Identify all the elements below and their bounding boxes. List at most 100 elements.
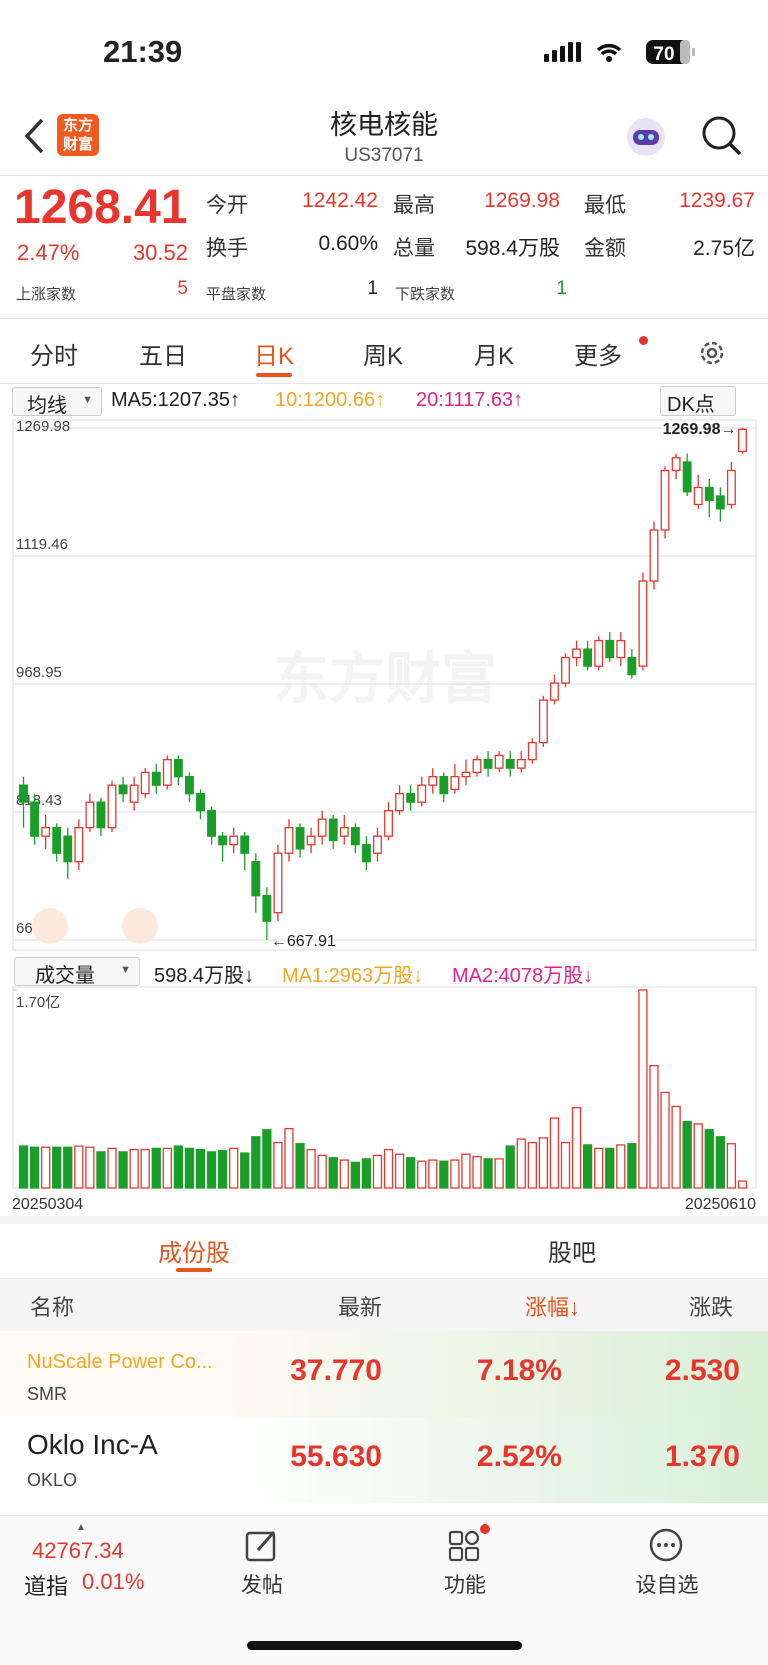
candle-chart: 东方财富1269.981119.46968.95818.43667.911269… [12,418,757,951]
volume-bar [571,1106,582,1189]
period-tab[interactable]: 五日 [139,343,187,370]
row-last: 37.770 [290,1354,382,1387]
low-annotation: ←667.91 [271,933,336,950]
volume-bar [118,1151,128,1189]
candle-body [63,835,73,863]
candle-body [317,818,327,837]
change: 30.52 [132,240,188,265]
back[interactable] [22,116,48,156]
field-label: 最高 [393,194,435,217]
column-header[interactable]: 涨跌 [689,1295,734,1320]
column-header[interactable]: 名称 [30,1295,75,1320]
candle-body [107,784,117,829]
robot[interactable] [624,115,668,159]
list-tab-underline [176,1268,212,1272]
y-tick-label: 1119.46 [16,536,68,553]
volume-bar [737,1180,748,1189]
plot-frame [12,419,757,951]
candle-body [373,835,382,854]
volume-bar [262,1129,272,1189]
nav-item[interactable]: 功能 [444,1574,486,1597]
price: 1268.41 [14,181,188,234]
y-tick-label: 968.95 [16,664,62,681]
expand-btn[interactable] [32,908,68,944]
candle-body [726,469,736,506]
volume-bar [284,1127,294,1189]
index-value[interactable]: 42767.34 [32,1538,124,1563]
volume-bar [450,1159,460,1189]
candle-body [96,801,106,829]
candle-body [572,648,582,659]
nav-item[interactable]: 发帖 [241,1574,283,1597]
volume-bar [549,1117,560,1189]
candle-body [461,771,471,778]
volume-bar [317,1154,327,1189]
row-bg[interactable] [0,1331,768,1417]
period-tab[interactable]: 月K [473,343,514,370]
row-last: 55.630 [290,1440,382,1473]
more-dot [639,336,648,345]
field-value: 1269.98 [484,189,560,212]
candle-body [516,758,526,769]
period-tab[interactable]: 日K [253,343,294,370]
candle-body [594,639,604,667]
volume-bar [627,1143,637,1189]
candle-body [660,469,670,531]
ma-selector[interactable]: 均线 ▼ [12,387,102,417]
post-icon[interactable] [244,1528,280,1564]
ma-selector-text: 均线 [27,395,67,417]
dk-tool[interactable]: DK点 [660,386,736,416]
date-start: 20250304 [12,1196,83,1213]
nav-item[interactable]: 设自选 [635,1574,699,1597]
field-value: 598.4万股 [465,237,560,260]
breadth-value: 1 [367,278,378,299]
candle-body [30,801,40,837]
volume-bar [173,1145,184,1189]
volume-bar [417,1160,427,1189]
volume-bar [361,1158,372,1189]
breadth-label: 下跌家数 [395,286,456,303]
volume-bar [217,1150,228,1189]
field-label: 换手 [206,237,248,260]
title: 核电核能 [330,110,438,140]
vol-selector[interactable]: 成交量 ▼ [14,957,140,987]
volume-bar [29,1146,40,1189]
volume-bar [394,1153,405,1189]
func-icon[interactable] [447,1524,491,1564]
candle-body [583,648,593,667]
index-name[interactable]: 道指 [24,1574,69,1599]
list-tab[interactable]: 股吧 [548,1240,596,1267]
candle-body [494,754,504,769]
row-bg[interactable] [0,1417,768,1503]
breadth-value: 1 [556,278,567,299]
candle-body [671,457,681,472]
period-tab[interactable]: 更多 [574,343,622,370]
column-header[interactable]: 最新 [337,1295,382,1320]
row-code: SMR [27,1384,67,1404]
candle-body [184,775,194,795]
date-end: 20250610 [685,1196,756,1213]
breadth-label: 平盘家数 [206,286,267,303]
settings[interactable] [697,338,727,368]
list-tab[interactable]: 成份股 [158,1240,230,1267]
search[interactable] [700,114,744,158]
candle-body [262,895,272,922]
watch-icon[interactable] [649,1527,685,1563]
index-pct[interactable]: 0.01% [82,1569,145,1594]
period-tab[interactable]: 分时 [30,343,78,370]
volume-bar [18,1145,29,1189]
volume-bar [85,1146,95,1189]
volume-bar [251,1136,261,1189]
vol-ma-label: 598.4万股↓ [154,965,255,987]
row-code: OKLO [27,1470,78,1490]
volume-bar [560,1141,571,1189]
volume-bar [229,1147,239,1189]
candle-body [52,827,62,854]
ma-label: 20:1117.63↑ [416,389,524,411]
candle-body [118,784,128,795]
period-tab[interactable]: 周K [362,343,403,370]
row-chg: 2.530 [664,1354,740,1387]
bottom-nav [0,1516,768,1665]
zoom-btn[interactable] [122,908,158,944]
column-header[interactable]: 涨幅↓ [524,1295,580,1320]
